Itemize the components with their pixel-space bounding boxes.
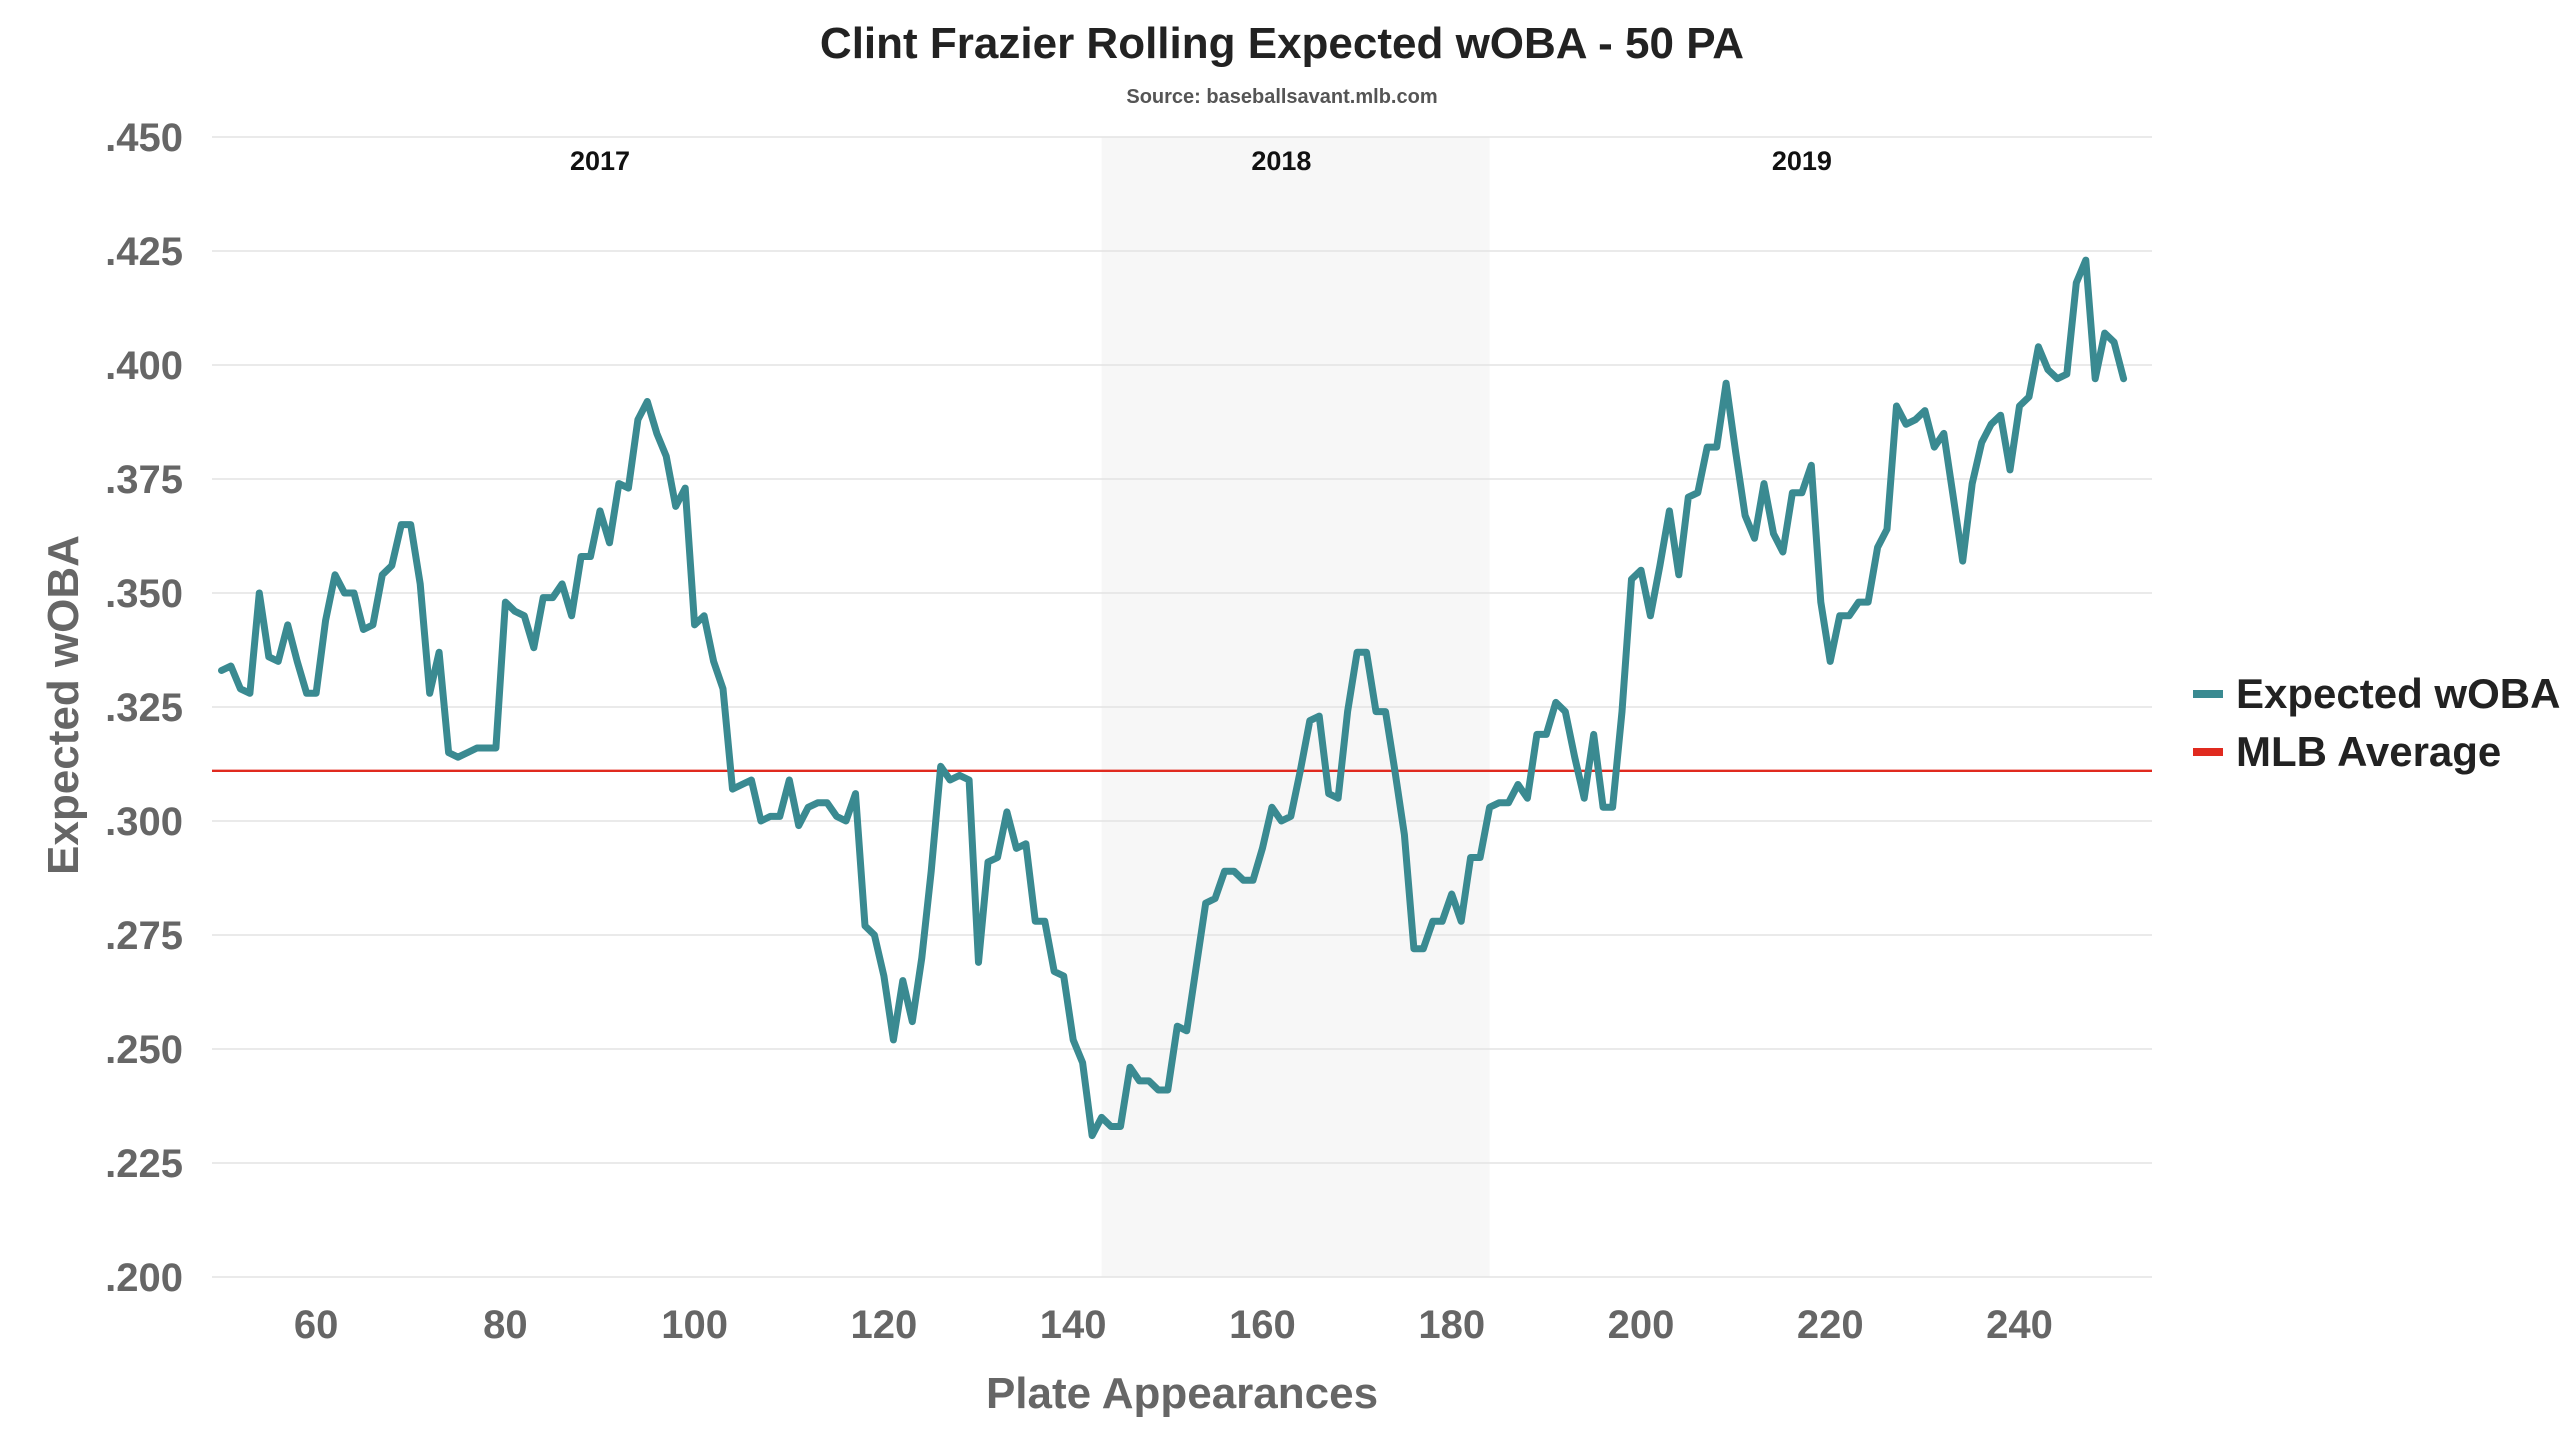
season-label-2018: 2018: [1251, 146, 1311, 176]
series-line-expected-woba: [218, 256, 2128, 1140]
y-tick-label: .225: [105, 1142, 183, 1186]
y-axis-ticks: .200 .225 .250 .275 .300 .325 .350 .375 .400 .425…: [105, 116, 183, 1300]
chart-subtitle: Source: baseballsavant.mlb.com: [1126, 86, 1437, 108]
y-tick-label: .325: [105, 686, 183, 730]
season-label-2019: 2019: [1772, 146, 1832, 176]
season-label-2017: 2017: [570, 146, 630, 176]
legend-swatch-mlb-average: [2193, 748, 2223, 756]
series-group: [218, 256, 2128, 1140]
x-tick-label: 220: [1797, 1303, 1864, 1347]
x-tick-label: 180: [1418, 1303, 1485, 1347]
x-tick-label: 160: [1229, 1303, 1296, 1347]
y-tick-label: .350: [105, 572, 183, 616]
season-labels: 2017 2018 2019: [570, 146, 1832, 176]
x-tick-label: 120: [851, 1303, 918, 1347]
y-tick-label: .450: [105, 116, 183, 160]
y-tick-label: .250: [105, 1028, 183, 1072]
x-tick-label: 80: [483, 1303, 528, 1347]
y-tick-label: .275: [105, 914, 183, 958]
legend-item-mlb-average: MLB Average: [2193, 728, 2501, 775]
x-tick-label: 60: [294, 1303, 339, 1347]
legend-swatch-expected-woba: [2193, 690, 2223, 698]
legend-label-expected-woba: Expected wOBA: [2236, 670, 2560, 717]
y-tick-label: .400: [105, 344, 183, 388]
x-tick-label: 140: [1040, 1303, 1107, 1347]
legend-label-mlb-average: MLB Average: [2236, 728, 2501, 775]
chart-title: Clint Frazier Rolling Expected wOBA - 50…: [820, 19, 1744, 68]
y-tick-label: .375: [105, 458, 183, 502]
y-tick-label: .425: [105, 230, 183, 274]
x-axis-ticks: 60 80 100 120 140 160 180 200 220 240: [294, 1303, 2053, 1347]
x-tick-label: 100: [661, 1303, 728, 1347]
x-tick-label: 200: [1608, 1303, 1675, 1347]
y-tick-label: .200: [105, 1256, 183, 1300]
y-axis-label: Expected wOBA: [39, 535, 88, 875]
legend-item-expected-woba: Expected wOBA: [2193, 670, 2560, 717]
x-axis-label: Plate Appearances: [986, 1369, 1378, 1418]
x-tick-label: 240: [1986, 1303, 2053, 1347]
legend: Expected wOBA MLB Average: [2193, 670, 2560, 775]
gridlines: [212, 136, 2152, 1278]
y-tick-label: .300: [105, 800, 183, 844]
